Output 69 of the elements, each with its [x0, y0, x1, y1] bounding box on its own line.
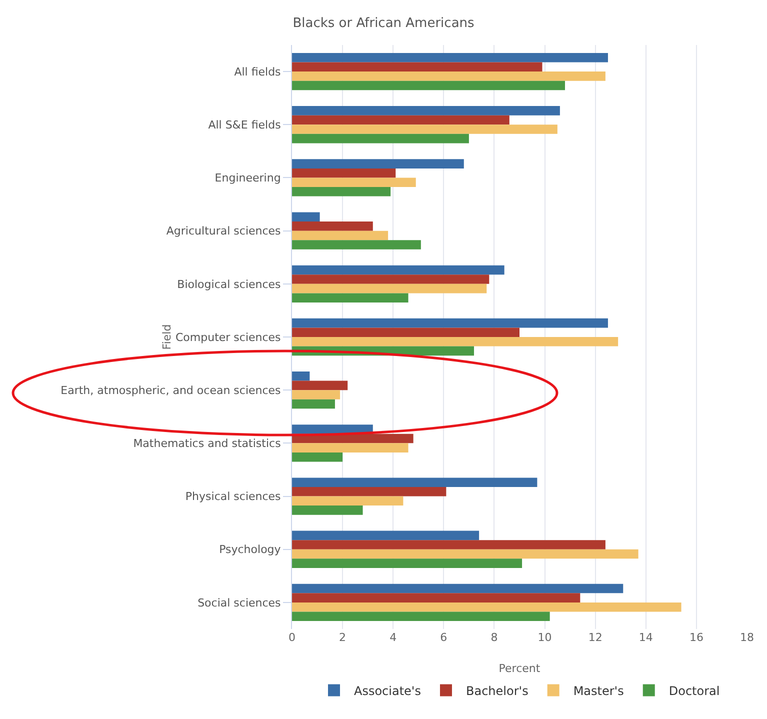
- bar: [292, 284, 487, 294]
- x-axis-title: Percent: [498, 662, 541, 675]
- bar: [292, 390, 340, 400]
- bar: [292, 265, 504, 275]
- bar: [292, 399, 335, 409]
- bar: [292, 506, 363, 515]
- x-tick-label: 10: [538, 631, 552, 644]
- bar: [292, 240, 421, 250]
- bar: [292, 115, 510, 125]
- x-tick-label: 4: [390, 631, 397, 644]
- bar: [292, 178, 416, 188]
- bar: [292, 372, 310, 381]
- bar: [292, 62, 542, 72]
- bar: [292, 337, 618, 346]
- bar: [292, 134, 469, 144]
- bar: [292, 478, 538, 487]
- bar: [292, 274, 490, 284]
- x-tick-label: 12: [588, 631, 602, 644]
- legend-label: Master's: [573, 684, 624, 698]
- bar: [292, 593, 580, 602]
- bar: [292, 230, 388, 240]
- bar: [292, 380, 348, 390]
- bar: [292, 124, 558, 134]
- bar: [292, 293, 408, 302]
- bar: [292, 612, 550, 622]
- y-tick-label: Computer sciences: [175, 330, 282, 344]
- bar: [292, 584, 624, 594]
- x-tick-label: 0: [288, 631, 296, 644]
- bar: [292, 443, 408, 452]
- bar: [292, 72, 606, 81]
- y-tick-label: Engineering: [214, 172, 281, 185]
- bar: [292, 52, 608, 62]
- bar: [292, 530, 480, 540]
- bar: [292, 549, 638, 559]
- bar: [292, 486, 446, 496]
- y-tick-label: Psychology: [219, 543, 282, 556]
- y-tick-label: All fields: [234, 65, 282, 78]
- x-tick-label: 2: [339, 631, 346, 644]
- x-tick-label: 18: [740, 631, 754, 644]
- y-tick-label: Earth, atmospheric, and ocean sciences: [60, 384, 282, 397]
- bar: [292, 80, 565, 90]
- y-tick-label: Social sciences: [198, 596, 282, 610]
- x-tick-label: 16: [689, 631, 704, 644]
- x-tick-label: 8: [490, 631, 498, 644]
- y-tick-label: Biological sciences: [177, 278, 282, 291]
- y-tick-label: Agricultural sciences: [166, 224, 282, 238]
- legend-label: Doctoral: [668, 684, 720, 698]
- bar: [292, 187, 391, 196]
- bar: [292, 159, 464, 168]
- bar: [292, 558, 522, 568]
- y-tick-label: All S&E fields: [208, 118, 282, 132]
- bar: [292, 106, 560, 116]
- y-axis-title: Field: [160, 324, 174, 350]
- bar: [292, 318, 608, 328]
- legend-label: Associate's: [354, 684, 421, 698]
- y-tick-label: Physical sciences: [185, 490, 282, 504]
- chart-title: Blacks or African Americans: [292, 16, 475, 32]
- bar: [292, 496, 404, 506]
- bar: [292, 452, 343, 462]
- bar: [292, 602, 682, 612]
- y-tick-label: Mathematics and statistics: [133, 437, 282, 450]
- bar: [292, 168, 396, 178]
- bar: [292, 212, 320, 222]
- x-tick-label: 14: [638, 631, 653, 644]
- bar: [292, 328, 520, 337]
- bar: [292, 540, 606, 550]
- legend-label: Bachelor's: [466, 684, 528, 698]
- x-tick-label: 6: [440, 631, 448, 644]
- bar: [292, 222, 373, 231]
